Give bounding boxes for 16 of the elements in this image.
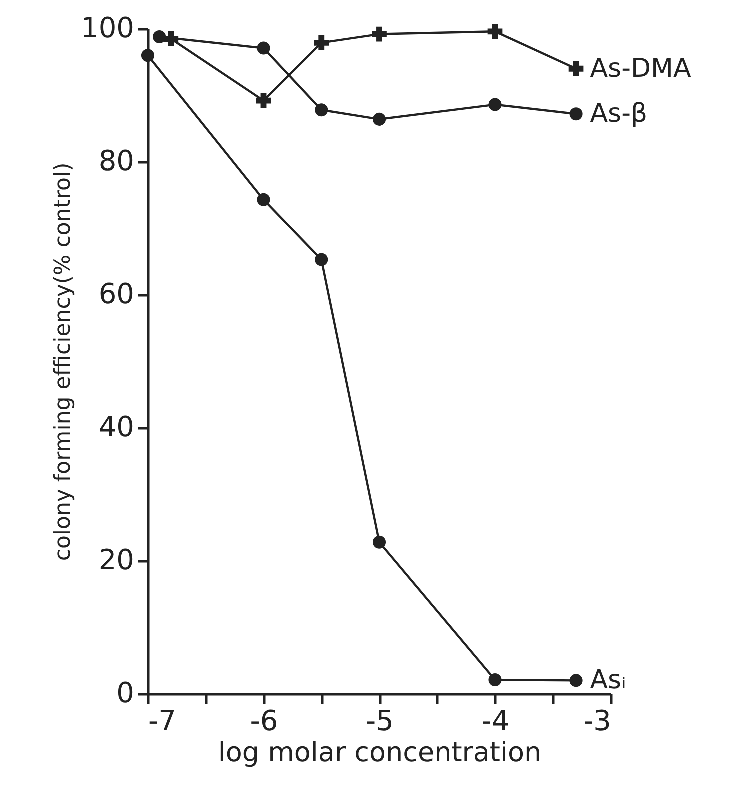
y-tick-label: 100	[81, 12, 134, 44]
series-label: Asᵢ	[590, 666, 626, 696]
x-tick-label: -5	[366, 704, 394, 738]
x-tick-label: -3	[584, 704, 612, 738]
series-label: As-DMA	[590, 54, 692, 84]
x-tick-label: -6	[250, 704, 278, 738]
x-axis-title: log molar concentration	[218, 738, 542, 768]
x-tick-label: -4	[482, 704, 510, 738]
y-tick-label: 20	[98, 544, 134, 576]
series-label: As-β	[590, 99, 648, 130]
y-tick-label: 80	[98, 144, 134, 178]
y-axis-title: colony forming efficiency(% control)	[51, 162, 76, 562]
y-tick-label: 0	[116, 676, 134, 710]
y-tick-label: 60	[98, 278, 134, 310]
x-tick-label: -7	[148, 704, 176, 738]
y-tick-label: 40	[98, 410, 134, 444]
